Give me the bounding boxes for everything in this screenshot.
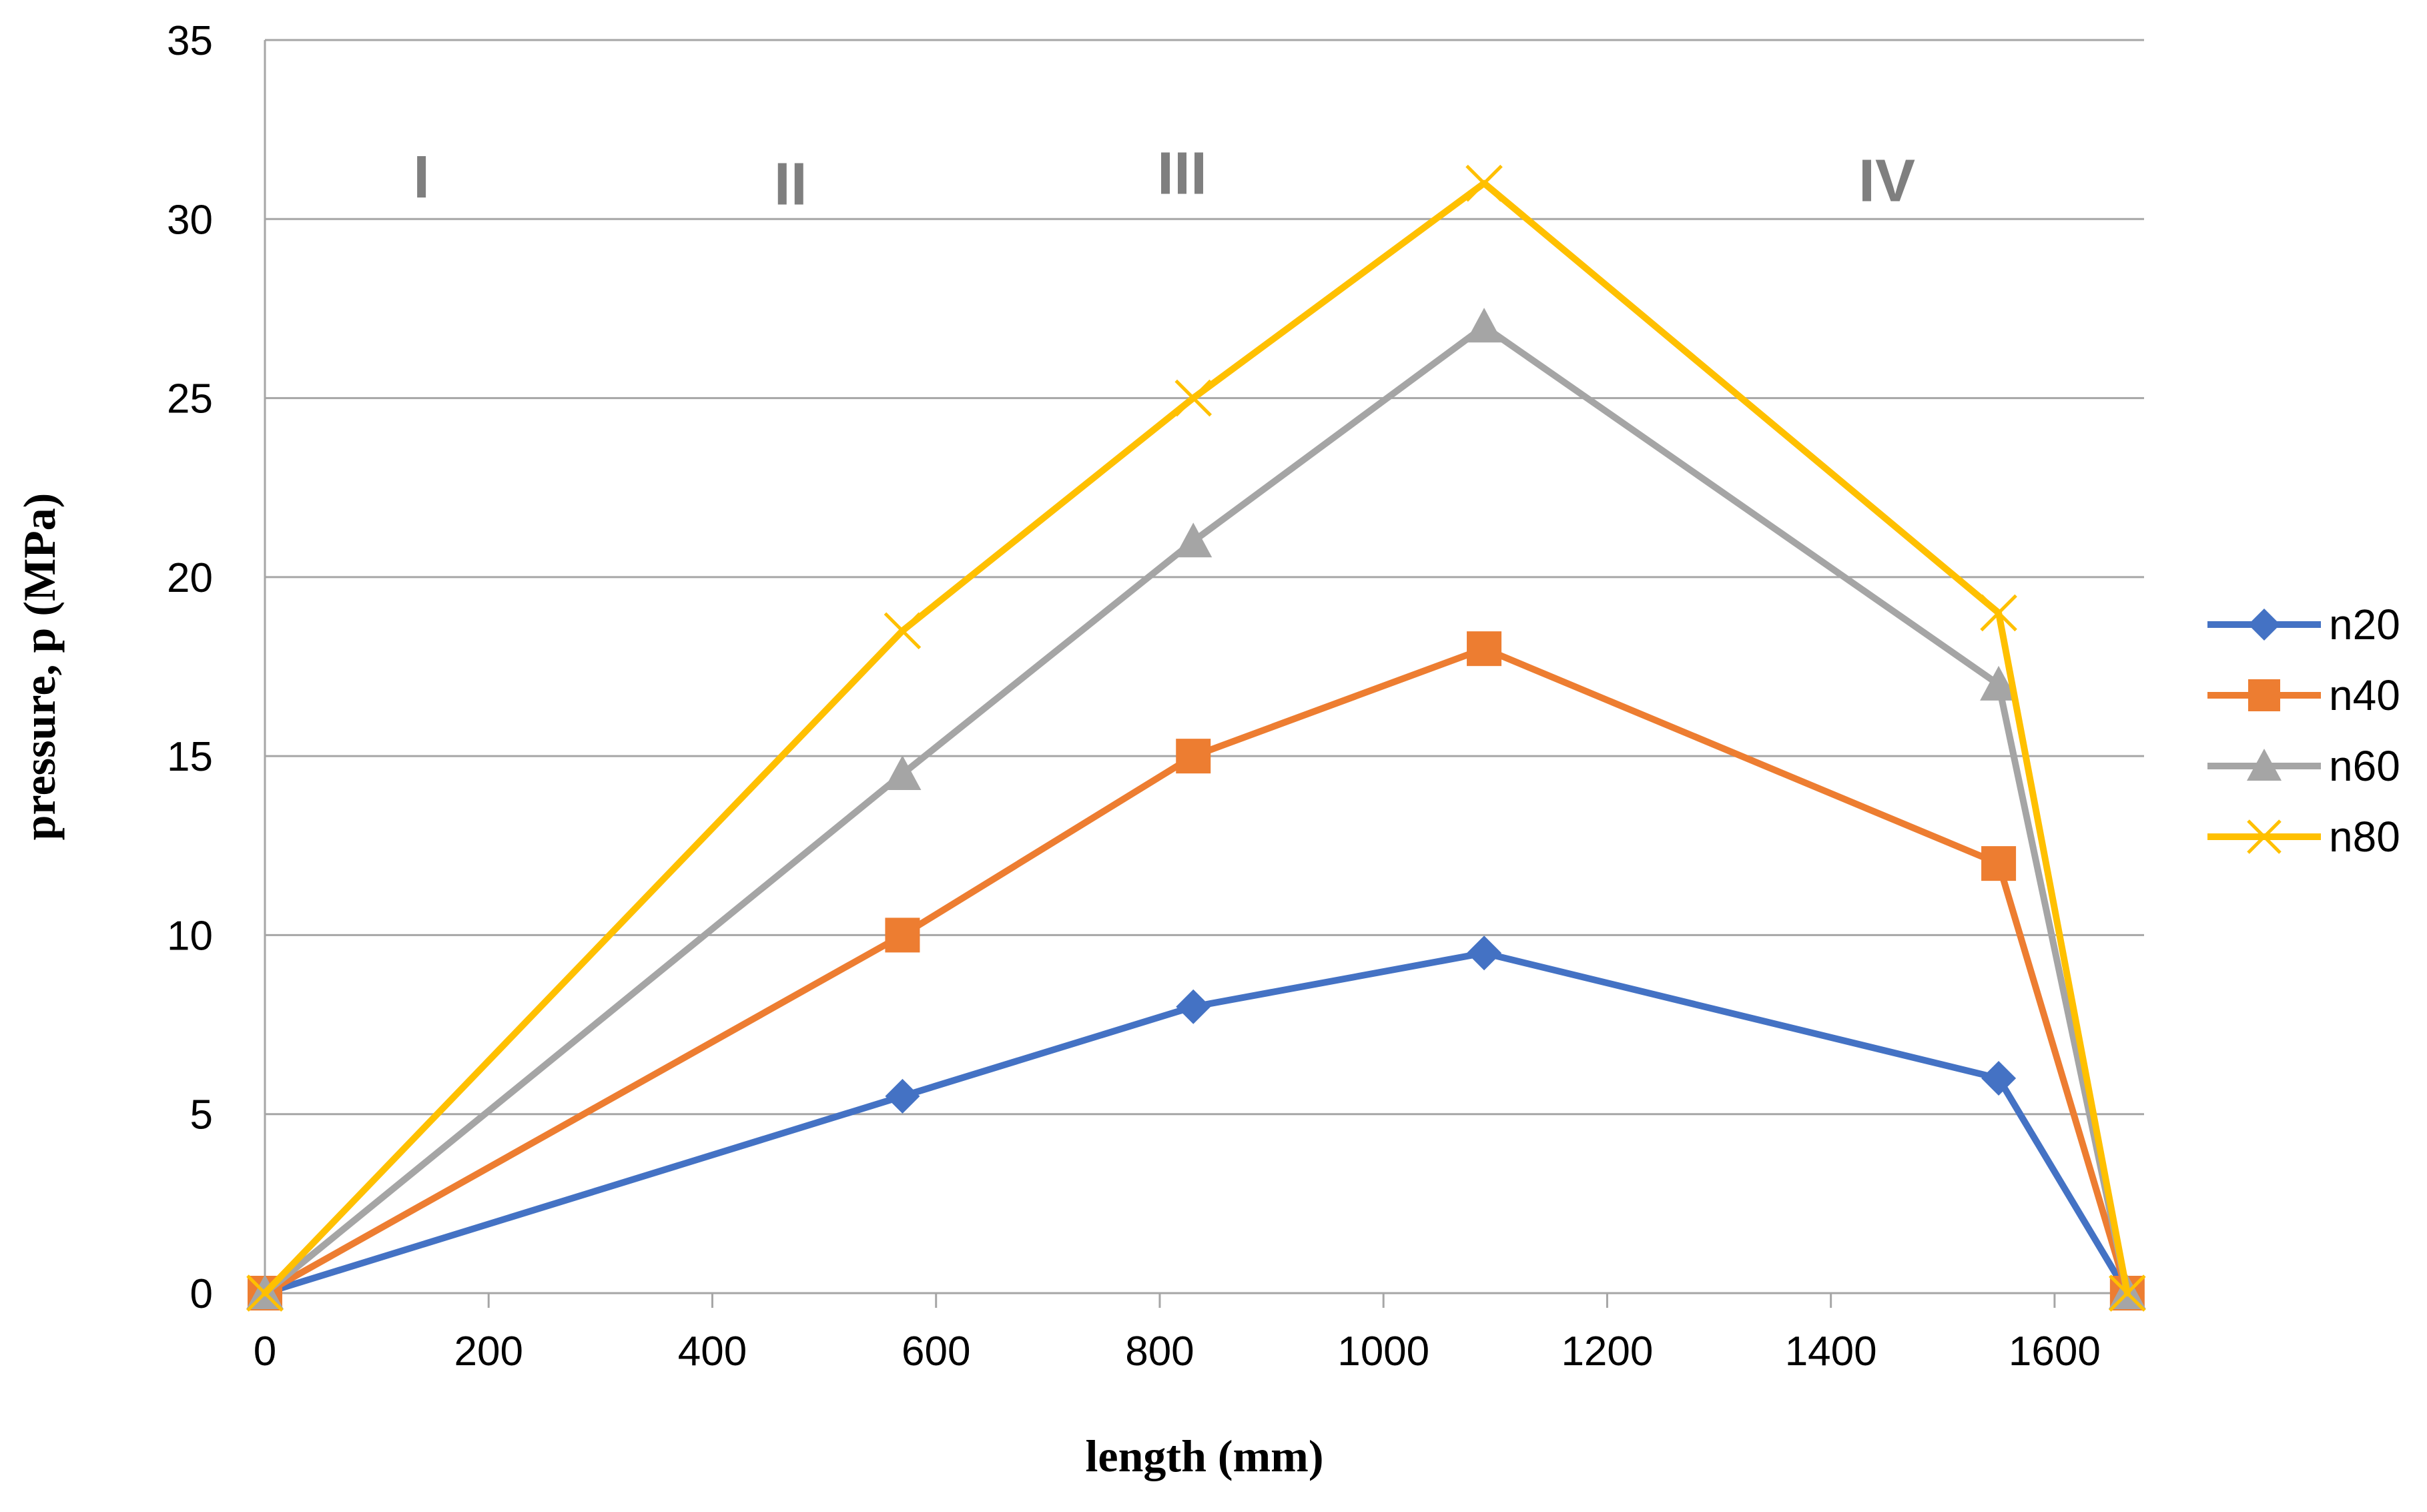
data-point-n20 [1467, 935, 1502, 971]
x-axis-ticks: 0 200 400 600 800 1000 1200 1400 1600 [254, 1293, 2101, 1375]
data-point-n20 [885, 1078, 920, 1114]
legend-marker [2248, 609, 2280, 641]
x-tick-label: 400 [678, 1329, 747, 1375]
region-label: IV [1858, 147, 1915, 214]
marker-stroke [2247, 819, 2282, 854]
legend-item-n40[interactable]: n40 [2207, 671, 2400, 719]
x-tick-label: 0 [254, 1329, 276, 1375]
region-label: II [774, 151, 807, 218]
data-point-n80 [1174, 379, 1212, 417]
y-axis-title: pressure, p (MPa) [14, 493, 65, 841]
legend[interactable]: n20 n40 n60 n80 [2207, 601, 2400, 861]
x-tick-label: 1000 [1337, 1329, 1429, 1375]
y-tick-label: 30 [167, 197, 213, 243]
legend-label: n80 [2329, 813, 2400, 861]
y-axis-ticks: 0 5 10 15 20 25 30 35 [167, 18, 213, 1317]
data-point-n40 [885, 917, 920, 953]
y-tick-label: 15 [167, 734, 213, 780]
series-line-n60 [262, 323, 2131, 1296]
data-point-n60 [1980, 665, 2018, 701]
legend-label: n20 [2329, 601, 2400, 649]
legend-item-n80[interactable]: n80 [2207, 813, 2400, 861]
marker-stroke [884, 612, 922, 650]
legend-marker [2247, 749, 2282, 781]
data-point-n80 [884, 612, 922, 650]
data-point-n40 [1981, 846, 2017, 881]
marker-stroke [1980, 594, 2017, 632]
x-tick-label: 1600 [2009, 1329, 2101, 1375]
y-tick-label: 5 [190, 1092, 213, 1138]
legend-item-n20[interactable]: n20 [2207, 601, 2400, 649]
y-tick-label: 0 [190, 1271, 213, 1317]
marker-stroke [246, 1274, 284, 1312]
data-point-n80 [2109, 1274, 2146, 1312]
data-point-n40 [1176, 739, 1211, 774]
x-tick-label: 200 [454, 1329, 523, 1375]
series-n80 [246, 164, 2146, 1312]
y-tick-label: 25 [167, 376, 213, 422]
series-line-n40 [262, 645, 2131, 1296]
data-point-n80 [1980, 594, 2017, 632]
region-labels: I II III IV [413, 141, 1915, 218]
marker-stroke [1174, 379, 1212, 417]
x-tick-label: 1400 [1785, 1329, 1877, 1375]
series-line-n80 [262, 179, 2131, 1296]
data-point-n20 [1176, 989, 1211, 1024]
marker-stroke [1465, 164, 1503, 202]
axis-titles: length (mm) pressure, p (MPa) [14, 493, 1323, 1481]
series-line-n20 [262, 950, 2131, 1296]
legend-marker [2247, 819, 2282, 854]
region-label: I [413, 144, 430, 211]
x-tick-label: 800 [1125, 1329, 1194, 1375]
legend-label: n60 [2329, 742, 2400, 790]
marker-stroke [2109, 1274, 2146, 1312]
legend-item-n60[interactable]: n60 [2207, 742, 2400, 790]
axes [264, 40, 2144, 1294]
data-point-n60 [884, 755, 922, 790]
data-point-n80 [1465, 164, 1503, 202]
data-point-n20 [1981, 1061, 2017, 1096]
x-axis-title: length (mm) [1086, 1431, 1324, 1481]
y-tick-label: 20 [167, 555, 213, 601]
data-point-n40 [1467, 631, 1502, 667]
x-tick-label: 600 [902, 1329, 970, 1375]
region-label: III [1157, 141, 1207, 208]
y-tick-label: 35 [167, 18, 213, 64]
series [246, 164, 2146, 1312]
x-tick-label: 1200 [1561, 1329, 1653, 1375]
y-tick-label: 10 [167, 913, 213, 959]
legend-marker [2248, 679, 2280, 711]
data-point-n80 [246, 1274, 284, 1312]
series-n20 [248, 935, 2145, 1310]
data-point-n60 [1465, 308, 1503, 343]
legend-label: n40 [2329, 671, 2400, 719]
data-point-n60 [1174, 522, 1212, 558]
